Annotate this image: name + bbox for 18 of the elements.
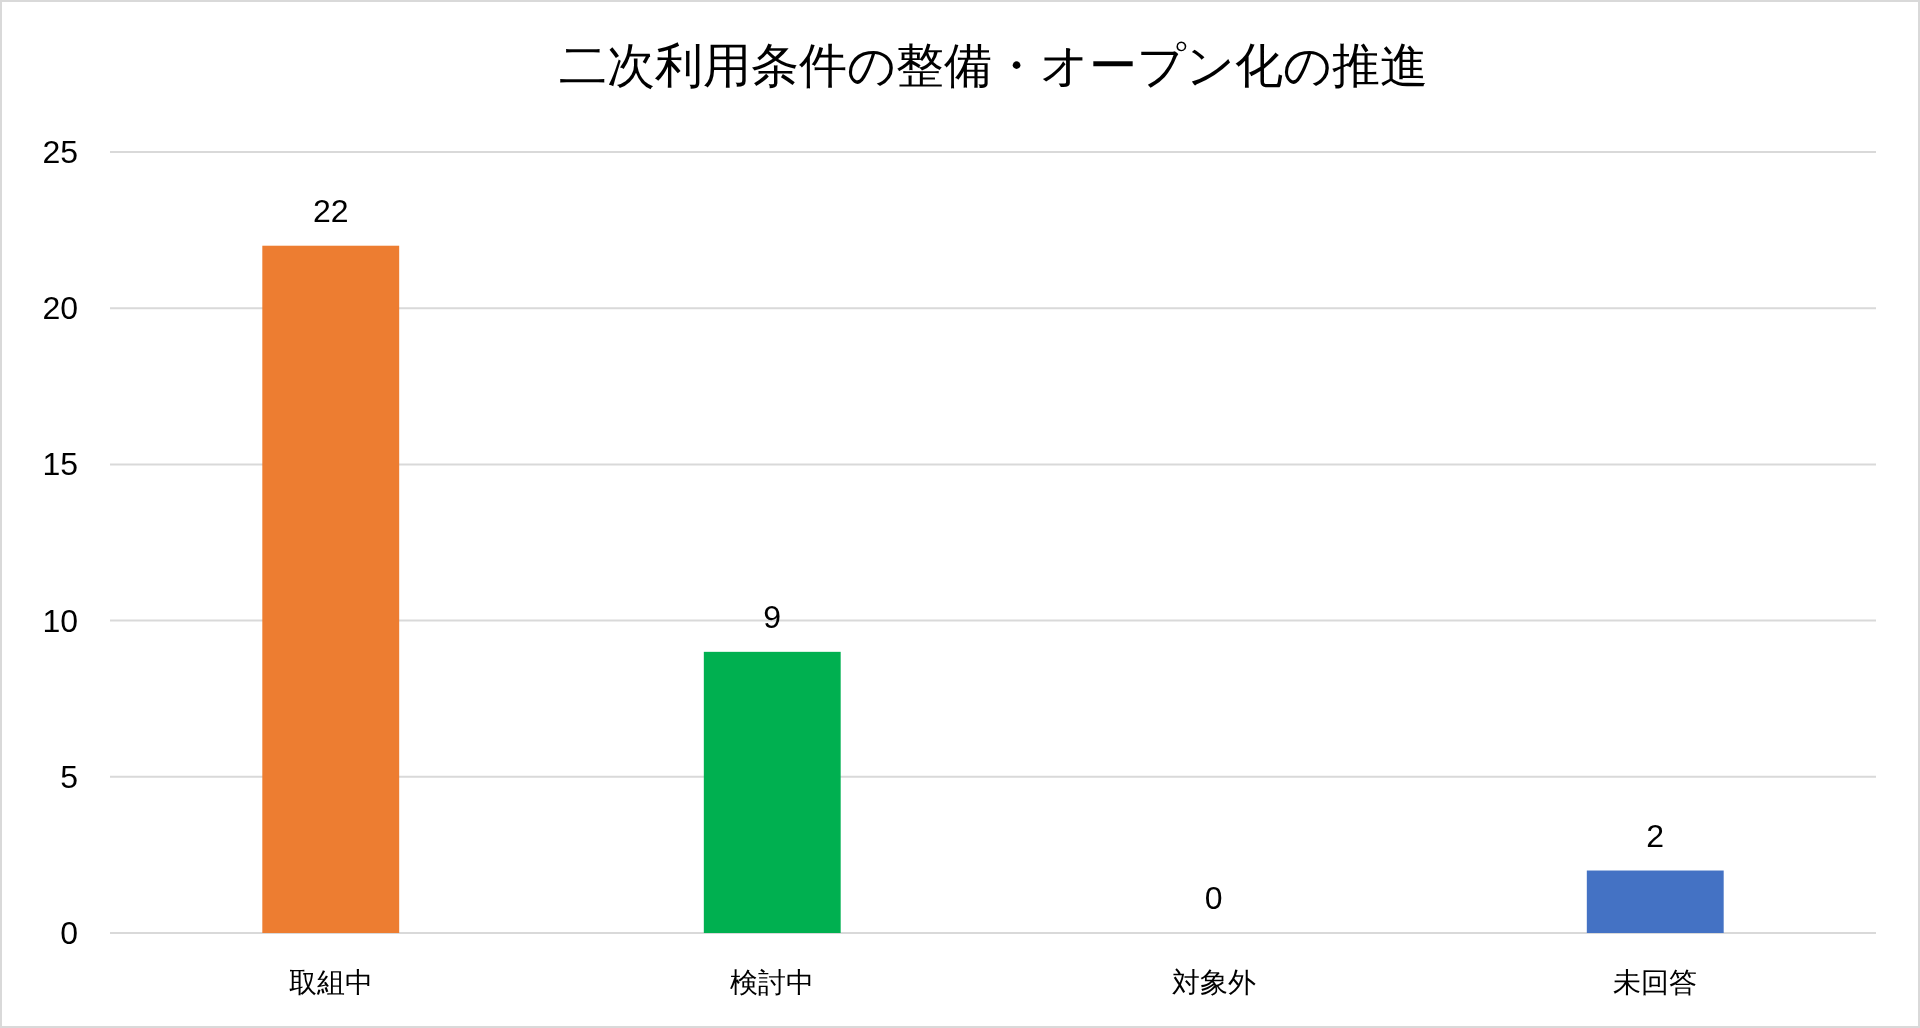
data-label: 2	[1646, 817, 1665, 854]
data-label: 9	[763, 598, 782, 635]
x-tick-label: 検討中	[730, 967, 815, 998]
data-label: 22	[312, 192, 349, 229]
y-tick-label: 20	[42, 290, 78, 327]
data-label: 0	[1204, 880, 1223, 916]
bar	[703, 651, 841, 933]
bar	[1586, 870, 1724, 933]
y-tick-label: 10	[42, 602, 78, 639]
y-tick-label: 15	[42, 446, 78, 483]
x-tick-label: 対象外	[1171, 967, 1256, 998]
y-tick-label: 25	[42, 134, 78, 170]
chart-title: 二次利用条件の整備・オープン化の推進	[558, 39, 1428, 92]
y-tick-label: 5	[60, 758, 78, 795]
x-tick-label: 未回答	[1613, 967, 1698, 998]
bar	[262, 245, 400, 933]
x-tick-label: 取組中	[288, 967, 373, 998]
y-tick-label: 0	[60, 915, 78, 951]
